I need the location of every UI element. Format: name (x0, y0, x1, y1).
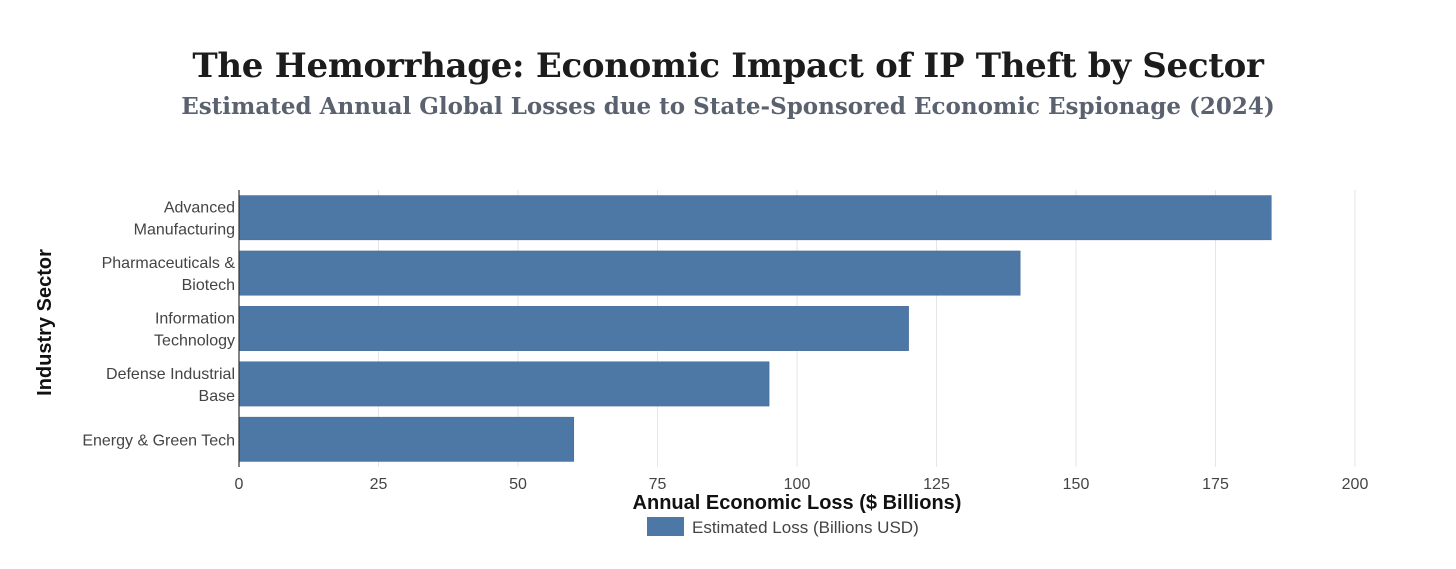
bar (238, 306, 909, 351)
legend-label: Estimated Loss (Billions USD) (692, 518, 919, 537)
y-tick-label: Information Technology (154, 311, 235, 350)
bar (238, 361, 770, 407)
x-tick-label: 50 (509, 476, 527, 493)
legend: Estimated Loss (Billions USD) (647, 517, 919, 537)
x-axis-title: Annual Economic Loss ($ Billions) (633, 492, 962, 514)
y-tick-label-line: Information (155, 311, 235, 328)
x-tick-label: 75 (649, 476, 667, 493)
bar (238, 250, 1021, 296)
y-tick-label: Advanced Manufacturing (134, 200, 235, 239)
y-tick-label-line: Base (199, 388, 236, 405)
chart-title: The Hemorrhage: Economic Impact of IP Th… (192, 46, 1264, 86)
y-tick-labels: Advanced Manufacturing Pharmaceuticals & Bi… (82, 200, 235, 450)
y-tick-label: Energy & Green Tech (82, 432, 235, 449)
y-tick-label-line: Defense Industrial (106, 366, 235, 383)
y-tick-label-line: Pharmaceuticals & (102, 255, 236, 272)
y-tick-label: Defense Industrial Base (106, 366, 235, 405)
x-tick-label: 200 (1342, 476, 1369, 493)
x-tick-labels: 0 25 50 75 100 125 150 175 200 (235, 476, 1369, 493)
bars (238, 195, 1272, 462)
y-tick-label: Pharmaceuticals & Biotech (102, 255, 236, 294)
x-tick-label: 0 (235, 476, 244, 493)
x-tick-label: 150 (1063, 476, 1090, 493)
y-tick-label-line: Advanced (164, 200, 235, 217)
y-tick-label-line: Biotech (182, 277, 235, 294)
bar (238, 195, 1272, 241)
x-tick-label: 125 (923, 476, 950, 493)
y-tick-label-line: Technology (154, 333, 235, 350)
y-tick-label-line: Manufacturing (134, 222, 235, 239)
bar (238, 416, 575, 462)
legend-swatch (647, 517, 684, 536)
x-tick-label: 175 (1202, 476, 1229, 493)
y-tick-label-line: Energy & Green Tech (82, 432, 235, 449)
chart-subtitle: Estimated Annual Global Losses due to St… (181, 93, 1275, 120)
x-tick-label: 100 (784, 476, 811, 493)
y-axis-title: Industry Sector (34, 249, 56, 396)
x-tick-label: 25 (370, 476, 388, 493)
